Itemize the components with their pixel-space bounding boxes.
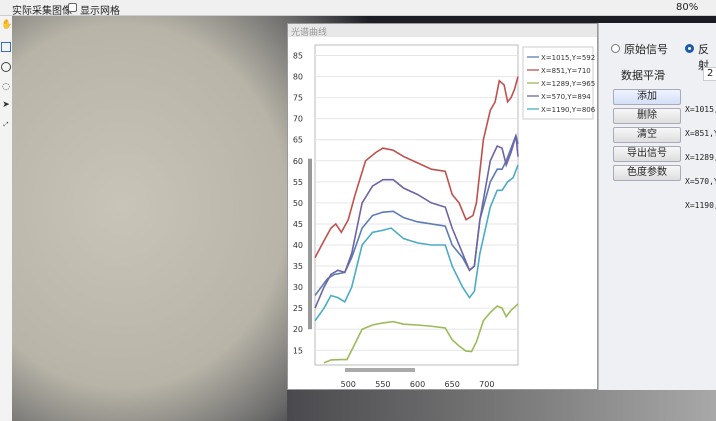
control-panel: 原始信号 反射 数据平滑 2 添加 删除 清空 导出信号 色度参数 X=1015… — [598, 23, 716, 390]
y-tick-label: 65 — [293, 136, 303, 145]
top-bar: 实际采集图像 显示网格 80% — [0, 0, 716, 17]
x-tick-label: 600 — [410, 380, 425, 389]
point-item[interactable]: X=1289, — [685, 153, 716, 162]
legend-entry: X=1190,Y=806 — [541, 106, 596, 114]
legend-entry: X=570,Y=894 — [541, 93, 591, 101]
y-tick-label: 45 — [293, 220, 303, 229]
smooth-label: 数据平滑 — [621, 69, 665, 82]
y-tick-label: 85 — [293, 52, 303, 61]
spectrum-window: 光谱曲线 15 20 25 30 35 40 45 50 55 60 65 70 75 80 85 500 55… — [287, 23, 598, 397]
pointer-icon[interactable]: ➤ — [2, 100, 10, 110]
point-item[interactable]: X=851,Y — [685, 129, 716, 138]
radio-reflect-label[interactable]: 反射 — [698, 43, 709, 72]
x-tick-label: 500 — [341, 380, 356, 389]
y-tick-label: 50 — [293, 199, 303, 208]
chromaticity-button[interactable]: 色度参数 — [613, 165, 681, 181]
legend-entry: X=1289,Y=965 — [541, 80, 595, 88]
y-tick-label: 80 — [293, 73, 303, 82]
y-tick-label: 35 — [293, 262, 303, 271]
grid-checkbox[interactable] — [68, 3, 77, 12]
radio-raw[interactable] — [611, 44, 620, 53]
point-item[interactable]: X=1015, — [685, 105, 716, 114]
fit-icon[interactable]: ⤢ — [3, 121, 9, 128]
x-tick-label: 700 — [479, 380, 494, 389]
y-tick-label: 20 — [293, 325, 303, 334]
series-line — [314, 135, 519, 309]
smooth-input[interactable]: 2 — [703, 67, 716, 81]
x-tick-label: 650 — [445, 380, 460, 389]
export-button[interactable]: 导出信号 — [613, 146, 681, 162]
image-label: 实际采集图像 — [12, 6, 72, 17]
y-tick-label: 40 — [293, 241, 303, 250]
window-title: 光谱曲线 — [288, 24, 597, 38]
delete-button[interactable]: 删除 — [613, 108, 681, 124]
radio-raw-label[interactable]: 原始信号 — [624, 43, 668, 56]
plot-area — [314, 44, 519, 366]
horizontal-scrollbar[interactable] — [345, 368, 415, 372]
radio-reflect[interactable] — [685, 44, 694, 53]
lasso-icon[interactable]: ◌ — [2, 82, 10, 92]
series-line — [314, 164, 519, 322]
clear-button[interactable]: 清空 — [613, 127, 681, 143]
point-item[interactable]: X=1190, — [685, 201, 716, 210]
legend-entry: X=1015,Y=592 — [541, 54, 595, 62]
point-item[interactable]: X=570,Y — [685, 177, 716, 186]
hand-icon[interactable]: ✋ — [1, 20, 13, 30]
y-tick-label: 15 — [293, 346, 303, 355]
y-tick-label: 60 — [293, 157, 303, 166]
add-button[interactable]: 添加 — [613, 89, 681, 105]
spectrum-chart: 15 20 25 30 35 40 45 50 55 60 65 70 75 80 85 500 550 600 6… — [293, 44, 596, 397]
vertical-scrollbar[interactable] — [308, 158, 312, 330]
image-bottom — [287, 390, 716, 421]
y-tick-label: 25 — [293, 304, 303, 313]
rectangle-icon[interactable] — [1, 42, 11, 52]
legend-entry: X=851,Y=710 — [541, 67, 591, 75]
zoom-level: 80% — [676, 2, 699, 13]
ellipse-icon[interactable] — [1, 62, 11, 72]
y-tick-label: 55 — [293, 178, 303, 187]
series-line — [314, 132, 519, 297]
grid-checkbox-label[interactable]: 显示网格 — [80, 6, 120, 17]
y-tick-label: 70 — [293, 115, 303, 124]
y-tick-label: 30 — [293, 283, 303, 292]
points-list[interactable]: X=1015, X=851,Y X=1289, X=570,Y X=1190, — [685, 90, 716, 226]
left-toolbar: ✋ ◌ ➤ ⤢ — [0, 16, 12, 421]
series-line — [323, 303, 519, 364]
y-tick-label: 75 — [293, 94, 303, 103]
series-line — [314, 76, 519, 259]
x-tick-label: 550 — [375, 380, 390, 389]
